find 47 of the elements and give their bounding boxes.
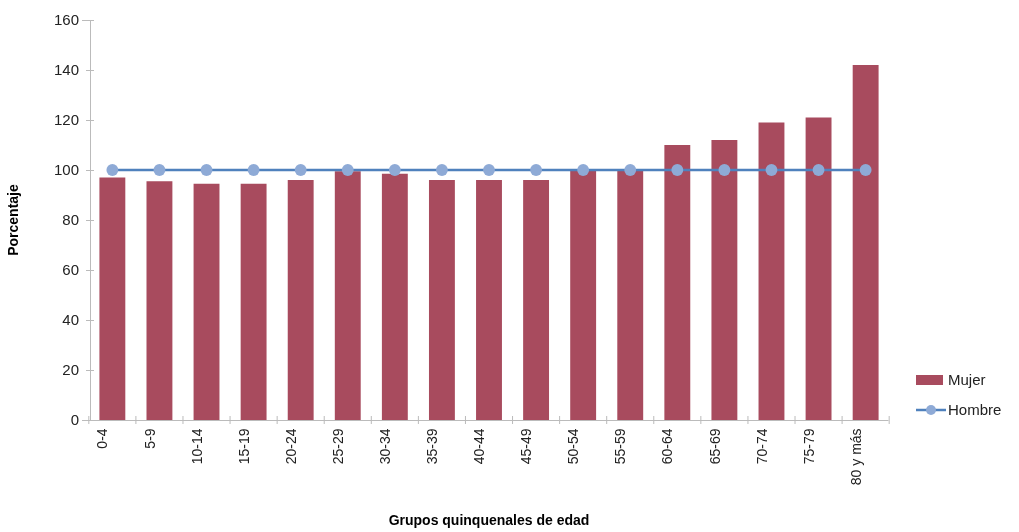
bar — [99, 177, 126, 420]
legend-label: Mujer — [948, 371, 986, 389]
bar — [476, 180, 502, 420]
x-tick-label: 70-74 — [753, 428, 770, 465]
y-tick-label: 40 — [62, 311, 79, 329]
x-tick-label: 75-79 — [800, 428, 817, 465]
bar — [428, 180, 455, 420]
x-tick-label: 40-44 — [471, 428, 488, 465]
bar — [711, 140, 738, 420]
bar — [758, 122, 785, 420]
x-tick-label: 20-24 — [282, 428, 299, 465]
bar — [523, 180, 550, 420]
bar — [664, 145, 691, 420]
y-tick-label: 140 — [53, 61, 79, 79]
x-tick-label: 10-14 — [188, 428, 205, 465]
y-tick-label: 0 — [70, 411, 79, 429]
bar — [852, 65, 879, 420]
x-tick-label: 30-34 — [376, 428, 393, 465]
x-tick-label: 50-54 — [565, 428, 582, 465]
bar — [805, 117, 832, 420]
bar — [617, 170, 644, 420]
y-tick-label: 100 — [53, 161, 79, 179]
x-tick-label: 35-39 — [424, 428, 441, 465]
x-tick-label: 65-69 — [706, 428, 723, 465]
bar — [570, 170, 597, 420]
x-tick-label: 0-4 — [94, 428, 111, 449]
legend-label: Hombre — [948, 401, 1002, 419]
y-tick-label: 120 — [53, 111, 79, 129]
y-tick-label: 20 — [62, 361, 79, 379]
bar — [146, 181, 173, 420]
y-tick-label: 60 — [62, 261, 79, 279]
bar — [381, 173, 408, 420]
x-tick-label: 45-49 — [518, 428, 535, 465]
bar — [334, 171, 361, 420]
x-axis-title: Grupos quinquenales de edad — [388, 512, 590, 528]
y-tick-label: 160 — [53, 11, 79, 29]
bar — [287, 180, 314, 420]
x-tick-label: 60-64 — [659, 428, 676, 465]
x-tick-label: 55-59 — [612, 428, 629, 465]
bar — [193, 183, 220, 420]
x-tick-label: 5-9 — [141, 428, 158, 449]
bar — [240, 183, 267, 420]
y-axis-title: Porcentaje — [5, 184, 21, 256]
x-tick-label: 15-19 — [235, 428, 252, 465]
x-tick-label: 80 y más — [847, 428, 864, 486]
x-tick-label: 25-29 — [329, 428, 346, 465]
y-tick-label: 80 — [62, 211, 79, 229]
